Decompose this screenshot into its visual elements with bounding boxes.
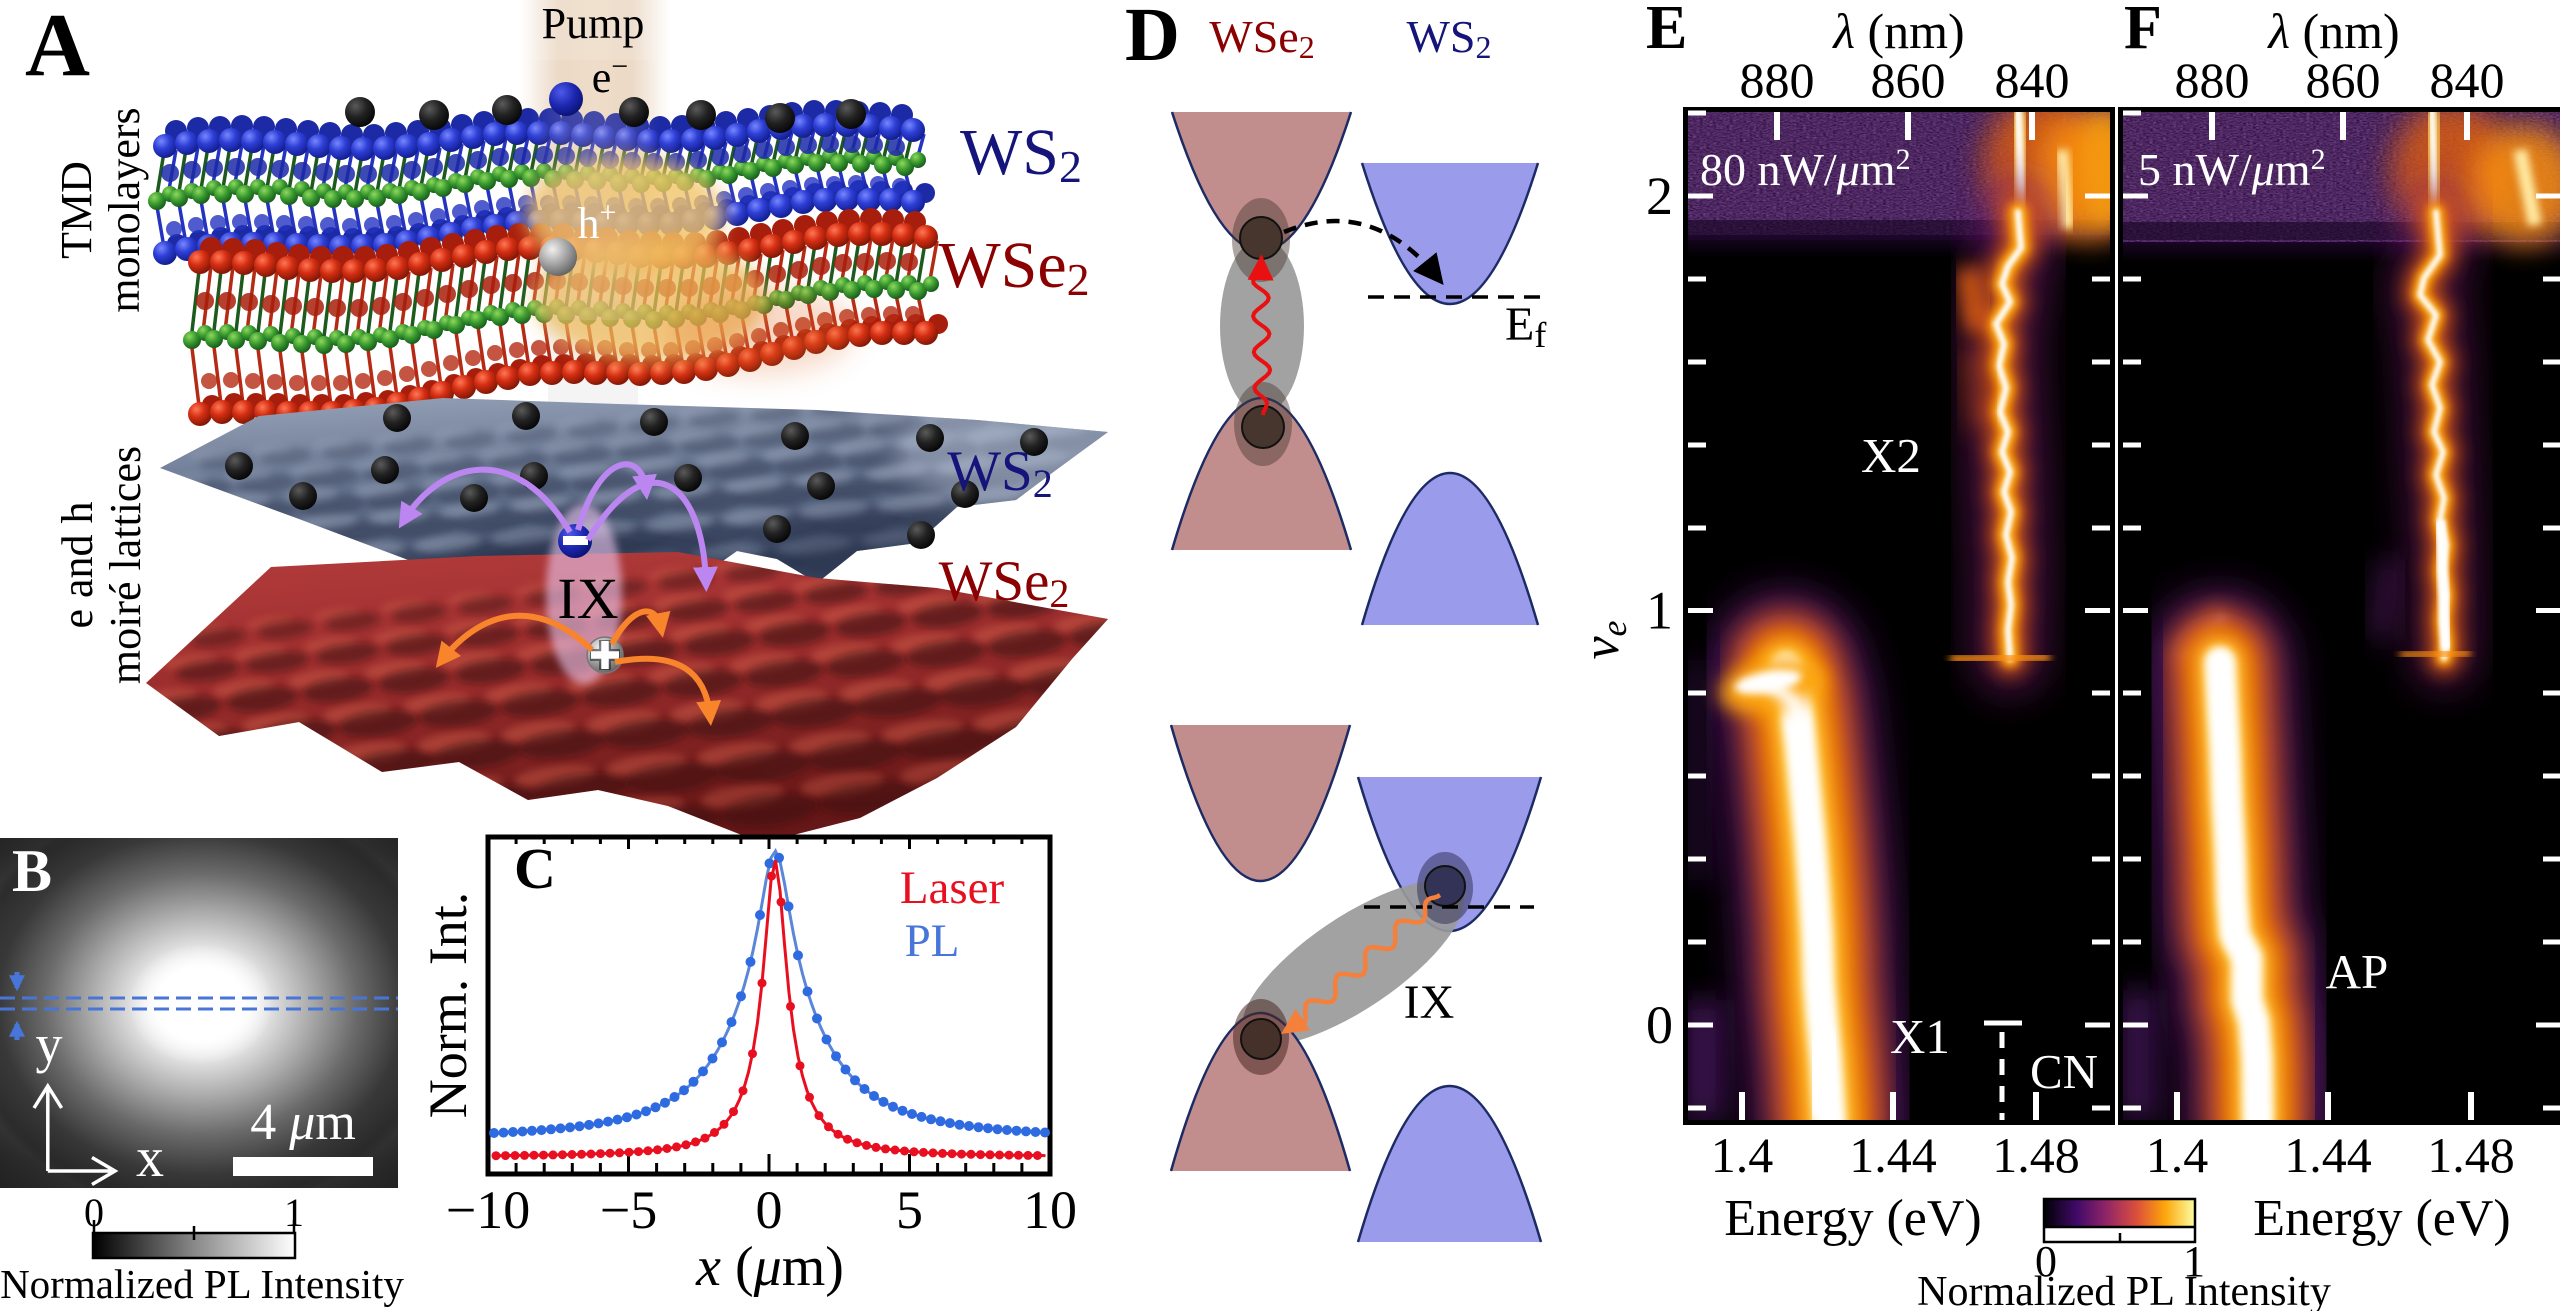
svg-text:860: 860 xyxy=(1871,52,1946,108)
svg-text:1.4: 1.4 xyxy=(2146,1127,2209,1183)
svg-text:Energy (eV): Energy (eV) xyxy=(1724,1190,1982,1247)
svg-text:F: F xyxy=(2124,0,2162,62)
svg-text:νe: νe xyxy=(1573,620,1634,659)
svg-text:1.44: 1.44 xyxy=(2284,1127,2372,1183)
svg-text:5 nW/μm2: 5 nW/μm2 xyxy=(2138,143,2326,196)
svg-text:5: 5 xyxy=(896,1180,923,1240)
svg-text:Pump: Pump xyxy=(542,0,645,48)
svg-text:Laser: Laser xyxy=(900,862,1005,914)
svg-text:x: x xyxy=(136,1127,164,1189)
svg-text:0: 0 xyxy=(1646,995,1673,1055)
svg-text:Normalized PL Intensity: Normalized PL Intensity xyxy=(0,1261,404,1307)
svg-text:4 μm: 4 μm xyxy=(250,1094,356,1151)
svg-text:Normalized PL Intensity: Normalized PL Intensity xyxy=(1917,1269,2331,1311)
svg-text:TMD: TMD xyxy=(52,161,101,259)
svg-text:1.48: 1.48 xyxy=(1992,1127,2080,1183)
svg-text:moiré lattices: moiré lattices xyxy=(101,446,150,684)
svg-text:Energy (eV): Energy (eV) xyxy=(2253,1190,2511,1247)
svg-text:IX: IX xyxy=(1404,976,1455,1029)
svg-text:WSe2: WSe2 xyxy=(939,550,1070,616)
svg-text:D: D xyxy=(1125,0,1180,77)
svg-text:2: 2 xyxy=(1646,166,1673,226)
svg-text:PL: PL xyxy=(905,915,960,967)
svg-text:1.4: 1.4 xyxy=(1711,1127,1774,1183)
svg-text:−5: −5 xyxy=(600,1180,657,1240)
svg-text:WSe2: WSe2 xyxy=(938,229,1089,305)
svg-text:80 nW/μm2: 80 nW/μm2 xyxy=(1700,143,1911,196)
svg-text:λ (nm): λ (nm) xyxy=(2266,3,2399,59)
svg-text:monolayers: monolayers xyxy=(100,107,149,312)
svg-text:AP: AP xyxy=(2326,944,2389,999)
svg-text:880: 880 xyxy=(1740,52,1815,108)
svg-text:WSe2: WSe2 xyxy=(1209,11,1314,65)
svg-text:λ (nm): λ (nm) xyxy=(1831,3,1964,59)
svg-text:e and h: e and h xyxy=(53,501,102,628)
svg-text:WS2: WS2 xyxy=(947,440,1053,506)
svg-text:10: 10 xyxy=(1023,1180,1077,1240)
svg-text:0: 0 xyxy=(84,1190,104,1235)
svg-text:B: B xyxy=(12,838,52,904)
svg-text:1.48: 1.48 xyxy=(2427,1127,2515,1183)
svg-text:840: 840 xyxy=(1995,52,2070,108)
svg-text:880: 880 xyxy=(2175,52,2250,108)
svg-text:E: E xyxy=(1646,0,1687,62)
svg-text:−10: −10 xyxy=(446,1180,530,1240)
svg-text:1.44: 1.44 xyxy=(1849,1127,1937,1183)
svg-text:Norm. Int.: Norm. Int. xyxy=(418,892,478,1118)
svg-text:WS2: WS2 xyxy=(960,116,1082,192)
svg-text:X1: X1 xyxy=(1890,1009,1950,1064)
svg-text:A: A xyxy=(25,0,90,95)
svg-text:1: 1 xyxy=(1646,581,1673,641)
svg-text:X2: X2 xyxy=(1861,428,1921,483)
svg-text:y: y xyxy=(36,1014,63,1074)
svg-text:1: 1 xyxy=(284,1190,304,1235)
svg-text:C: C xyxy=(514,836,556,901)
svg-text:0: 0 xyxy=(2035,1237,2057,1286)
svg-text:860: 860 xyxy=(2306,52,2381,108)
svg-text:840: 840 xyxy=(2430,52,2505,108)
svg-text:IX: IX xyxy=(557,566,618,631)
svg-text:x (μm): x (μm) xyxy=(695,1236,844,1298)
svg-text:CN: CN xyxy=(2030,1044,2098,1099)
svg-text:1: 1 xyxy=(2183,1237,2205,1286)
svg-text:0: 0 xyxy=(756,1180,783,1240)
